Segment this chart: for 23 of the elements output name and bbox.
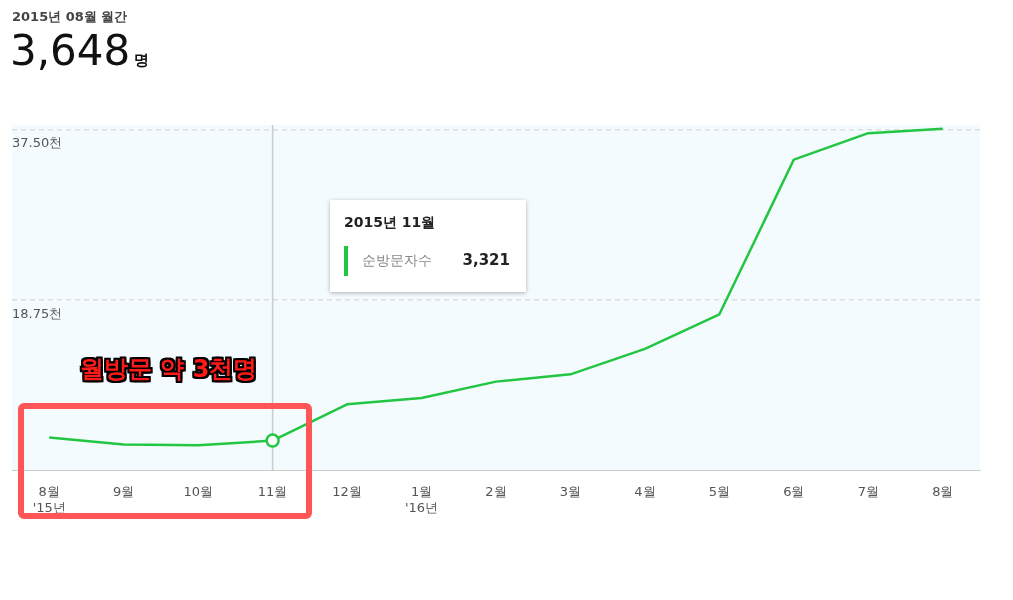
annotation: 순방문자수 [362,252,432,270]
x-tick-label: 7월 [857,483,879,499]
x-tick-label: 6월 [783,483,805,499]
x-tick-label: 1월 '16년 [404,483,439,515]
chart-title: 2015년 08월 월간 [12,8,128,26]
text: 명 [134,51,150,69]
x-tick-label: 8월 '15년 [32,483,66,515]
x-tick-label: 12월 [332,483,362,499]
x-tick-label: 8월 [932,483,954,499]
annotation: 월방문 약 3천명 [80,354,258,385]
x-tick-label: 11월 [257,483,288,499]
x-tick-label: 2월 [485,483,507,499]
x-tick-label: 9월 [113,483,135,499]
x-tick-label: 10월 [183,483,213,499]
annotation: 3,321 [462,251,510,269]
x-tick-label: 5월 [708,483,731,499]
y-tick-label: 18.75천 [12,305,63,321]
x-tick-label: 4월 [634,483,656,499]
chart-subtitle: 3,648 [10,26,131,75]
tooltip-card: 2015년 11월 순방문자수 3,321 [330,200,526,292]
x-tick-label: 3월 [559,483,582,499]
y-tick-label: 37.50천 [12,134,63,150]
annotation: 2015년 11월 [344,214,436,232]
